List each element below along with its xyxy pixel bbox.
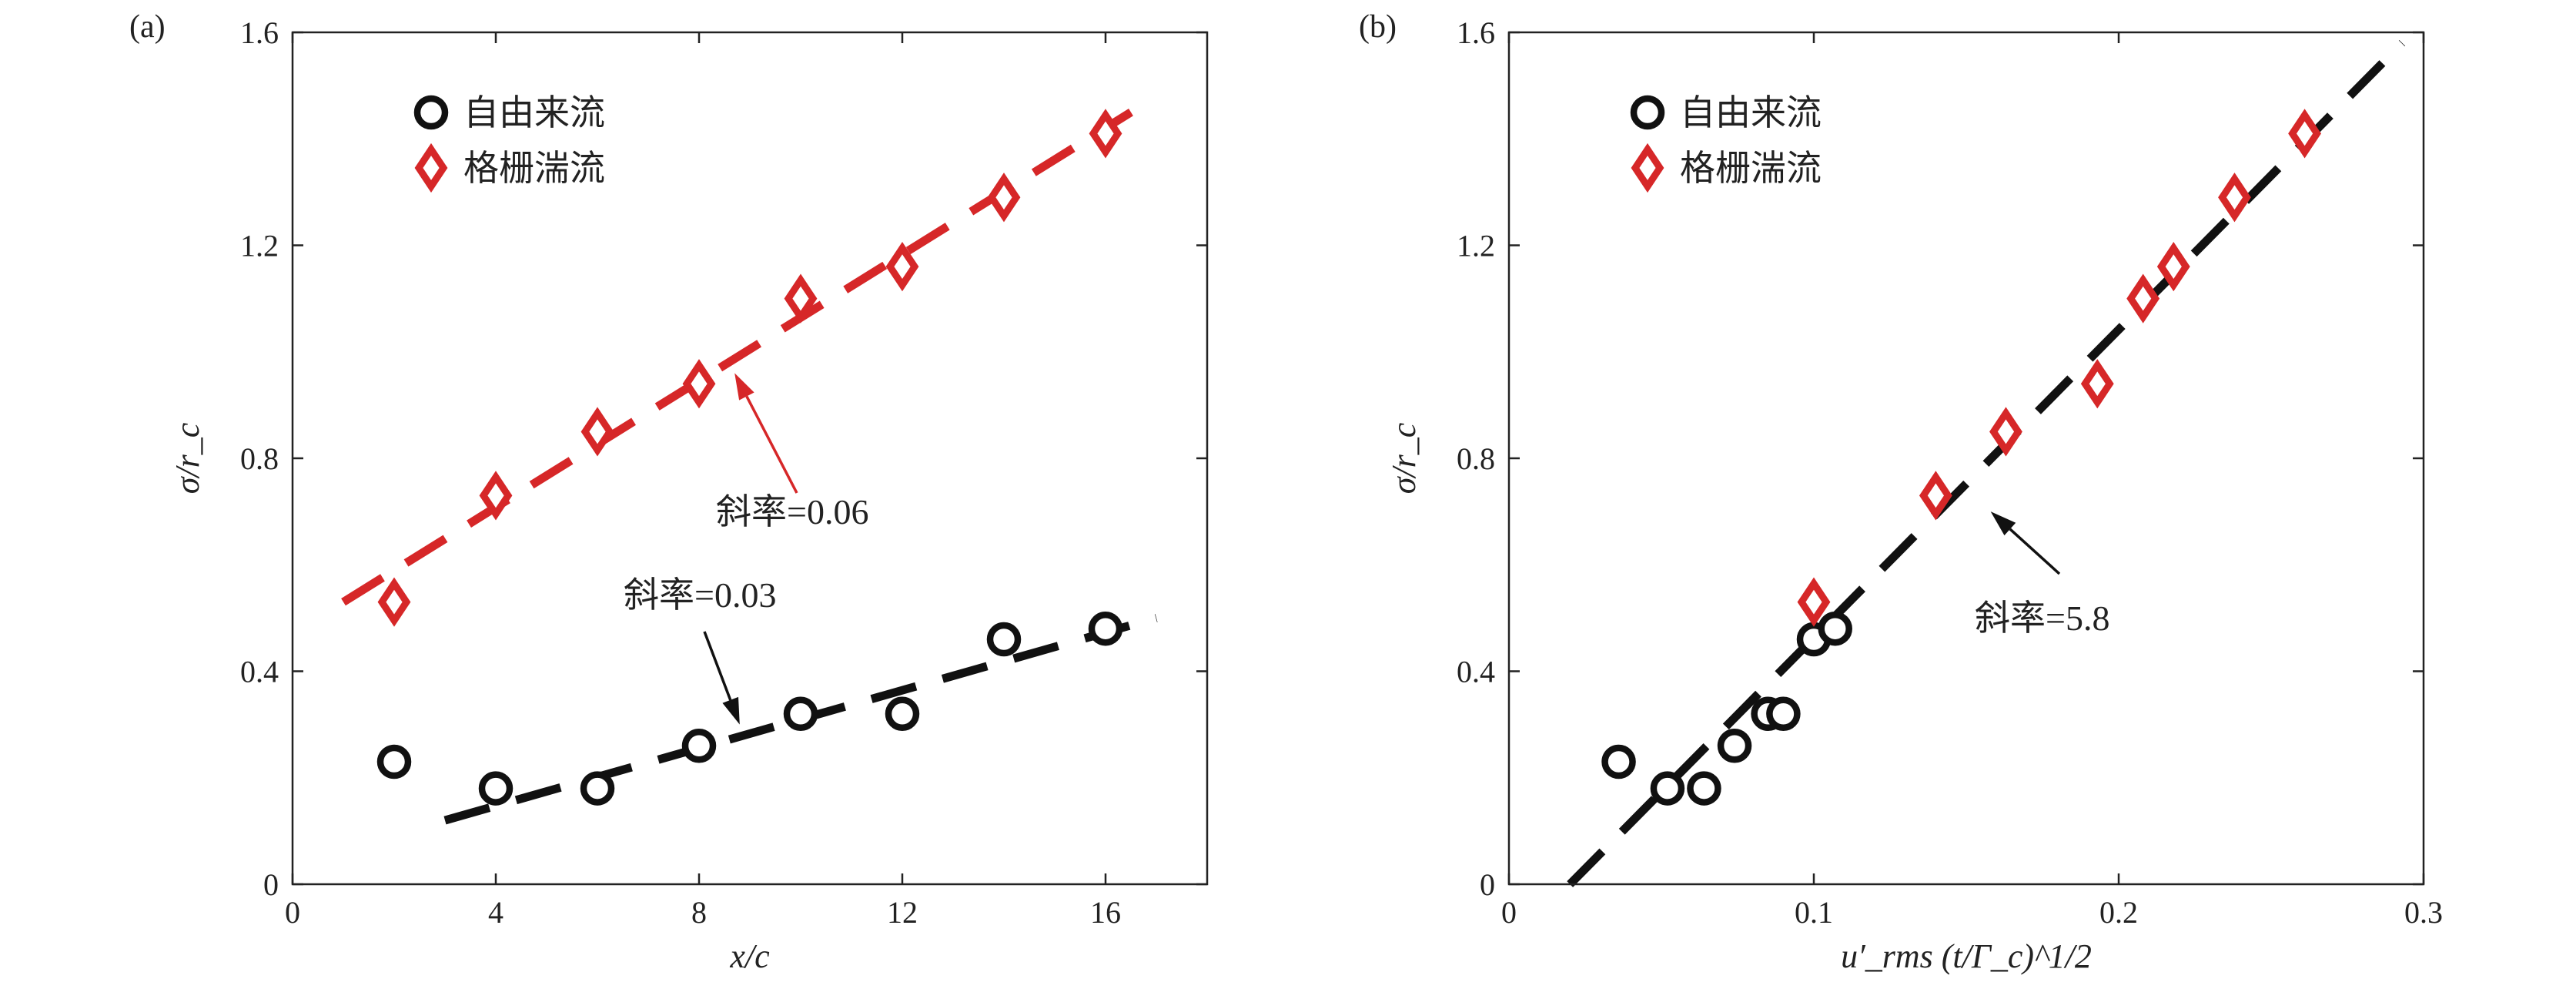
data-point-circle <box>1717 729 1752 763</box>
x-tick-label: 0 <box>285 895 300 930</box>
x-tick-label: 8 <box>691 895 707 930</box>
data-point-diamond <box>1089 109 1122 159</box>
fit-line <box>1567 39 2406 887</box>
data-point-circle <box>1601 744 1636 779</box>
data-point-circle <box>478 771 514 806</box>
y-tick-label: 1.6 <box>240 15 279 50</box>
panel-b-legend: 自由来流 格栅湍流 <box>1630 93 1822 193</box>
data-point-diamond <box>784 273 818 324</box>
data-point-circle <box>376 744 412 779</box>
y-axis-title: σ/r_c <box>169 422 206 494</box>
annotation-arrow <box>703 631 732 701</box>
y-tick-label: 0.4 <box>1457 655 1495 689</box>
legend-marker-diamond <box>1631 142 1664 193</box>
x-tick-label: 16 <box>1090 895 1121 930</box>
legend-marker-circle <box>1630 95 1665 130</box>
y-tick-label: 0 <box>263 867 279 902</box>
data-point-circle <box>783 696 818 732</box>
data-point-circle <box>580 771 615 806</box>
panel-b-label: (b) <box>1359 9 1397 45</box>
data-point-circle <box>885 696 920 732</box>
x-tick-label: 0.3 <box>2404 895 2443 930</box>
x-axis-title: u′_rms (t/Γ_c)^1/2 <box>1841 937 2092 975</box>
data-point-diamond <box>479 471 513 521</box>
y-tick-label: 0 <box>1480 867 1495 902</box>
panel-b: (b) 0 0.1 0.2 0.3 0 0.4 0.8 1.2 1.6 自由来流 格栅湍流 斜率… <box>1359 9 2443 975</box>
annotation-arrow <box>745 395 798 494</box>
data-point-diamond <box>2156 242 2190 292</box>
panel-a-legend: 自由来流 格栅湍流 <box>413 93 605 193</box>
y-tick-label: 1.2 <box>240 229 279 263</box>
annotation-slope-red: 斜率=0.06 <box>716 492 868 531</box>
x-tick-label: 0.2 <box>2099 895 2138 930</box>
x-tick-label: 0.1 <box>1795 895 1833 930</box>
y-tick-label: 1.6 <box>1457 15 1495 50</box>
data-point-circle <box>1687 771 1721 806</box>
annotation-slope-black: 斜率=0.03 <box>624 575 776 615</box>
legend-label-free-stream: 自由来流 <box>463 93 605 132</box>
y-tick-label: 1.2 <box>1457 229 1495 263</box>
y-axis-title: σ/r_c <box>1385 422 1423 494</box>
x-tick-label: 12 <box>887 895 918 930</box>
y-tick-label: 0.8 <box>1457 441 1495 476</box>
data-point-circle <box>1650 771 1685 806</box>
data-point-diamond <box>987 173 1021 223</box>
annotation-arrowhead <box>734 373 754 401</box>
legend-marker-diamond <box>414 142 448 193</box>
y-tick-label: 0.4 <box>240 655 279 689</box>
data-point-diamond <box>682 359 716 409</box>
annotation-arrowhead <box>1990 511 2016 536</box>
data-point-circle <box>1088 611 1123 646</box>
data-point-diamond <box>377 577 411 627</box>
data-point-diamond <box>1989 407 2022 457</box>
data-point-circle <box>1766 696 1801 732</box>
x-tick-label: 4 <box>488 895 503 930</box>
legend-label-grid-turbulence: 格栅湍流 <box>463 149 605 188</box>
panel-a: (a) 0 4 8 12 16 0 0.4 0.8 1.2 1.6 自由来流 格栅湍流 斜率=0.… <box>129 9 1209 975</box>
data-point-diamond <box>1919 471 1952 521</box>
legend-label-free-stream: 自由来流 <box>1680 93 1822 132</box>
data-point-diamond <box>2080 359 2114 409</box>
data-point-diamond <box>2126 273 2160 324</box>
data-point-diamond <box>1797 577 1831 627</box>
data-point-circle <box>681 729 717 763</box>
annotation-arrowhead <box>722 696 740 725</box>
annotation-slope: 斜率=5.8 <box>1975 598 2109 638</box>
legend-label-grid-turbulence: 格栅湍流 <box>1680 149 1822 188</box>
data-point-diamond <box>2288 109 2321 159</box>
annotation-arrow <box>2009 528 2061 575</box>
data-point-diamond <box>885 242 919 292</box>
x-tick-label: 0 <box>1501 895 1517 930</box>
x-axis-title: x/c <box>729 937 770 975</box>
data-point-diamond <box>2218 173 2251 223</box>
panel-a-label: (a) <box>129 9 166 45</box>
data-point-circle <box>986 622 1022 657</box>
data-point-diamond <box>580 407 614 457</box>
y-tick-label: 0.8 <box>240 441 279 476</box>
legend-marker-circle <box>413 95 449 130</box>
data-point-circle <box>1818 611 1852 646</box>
